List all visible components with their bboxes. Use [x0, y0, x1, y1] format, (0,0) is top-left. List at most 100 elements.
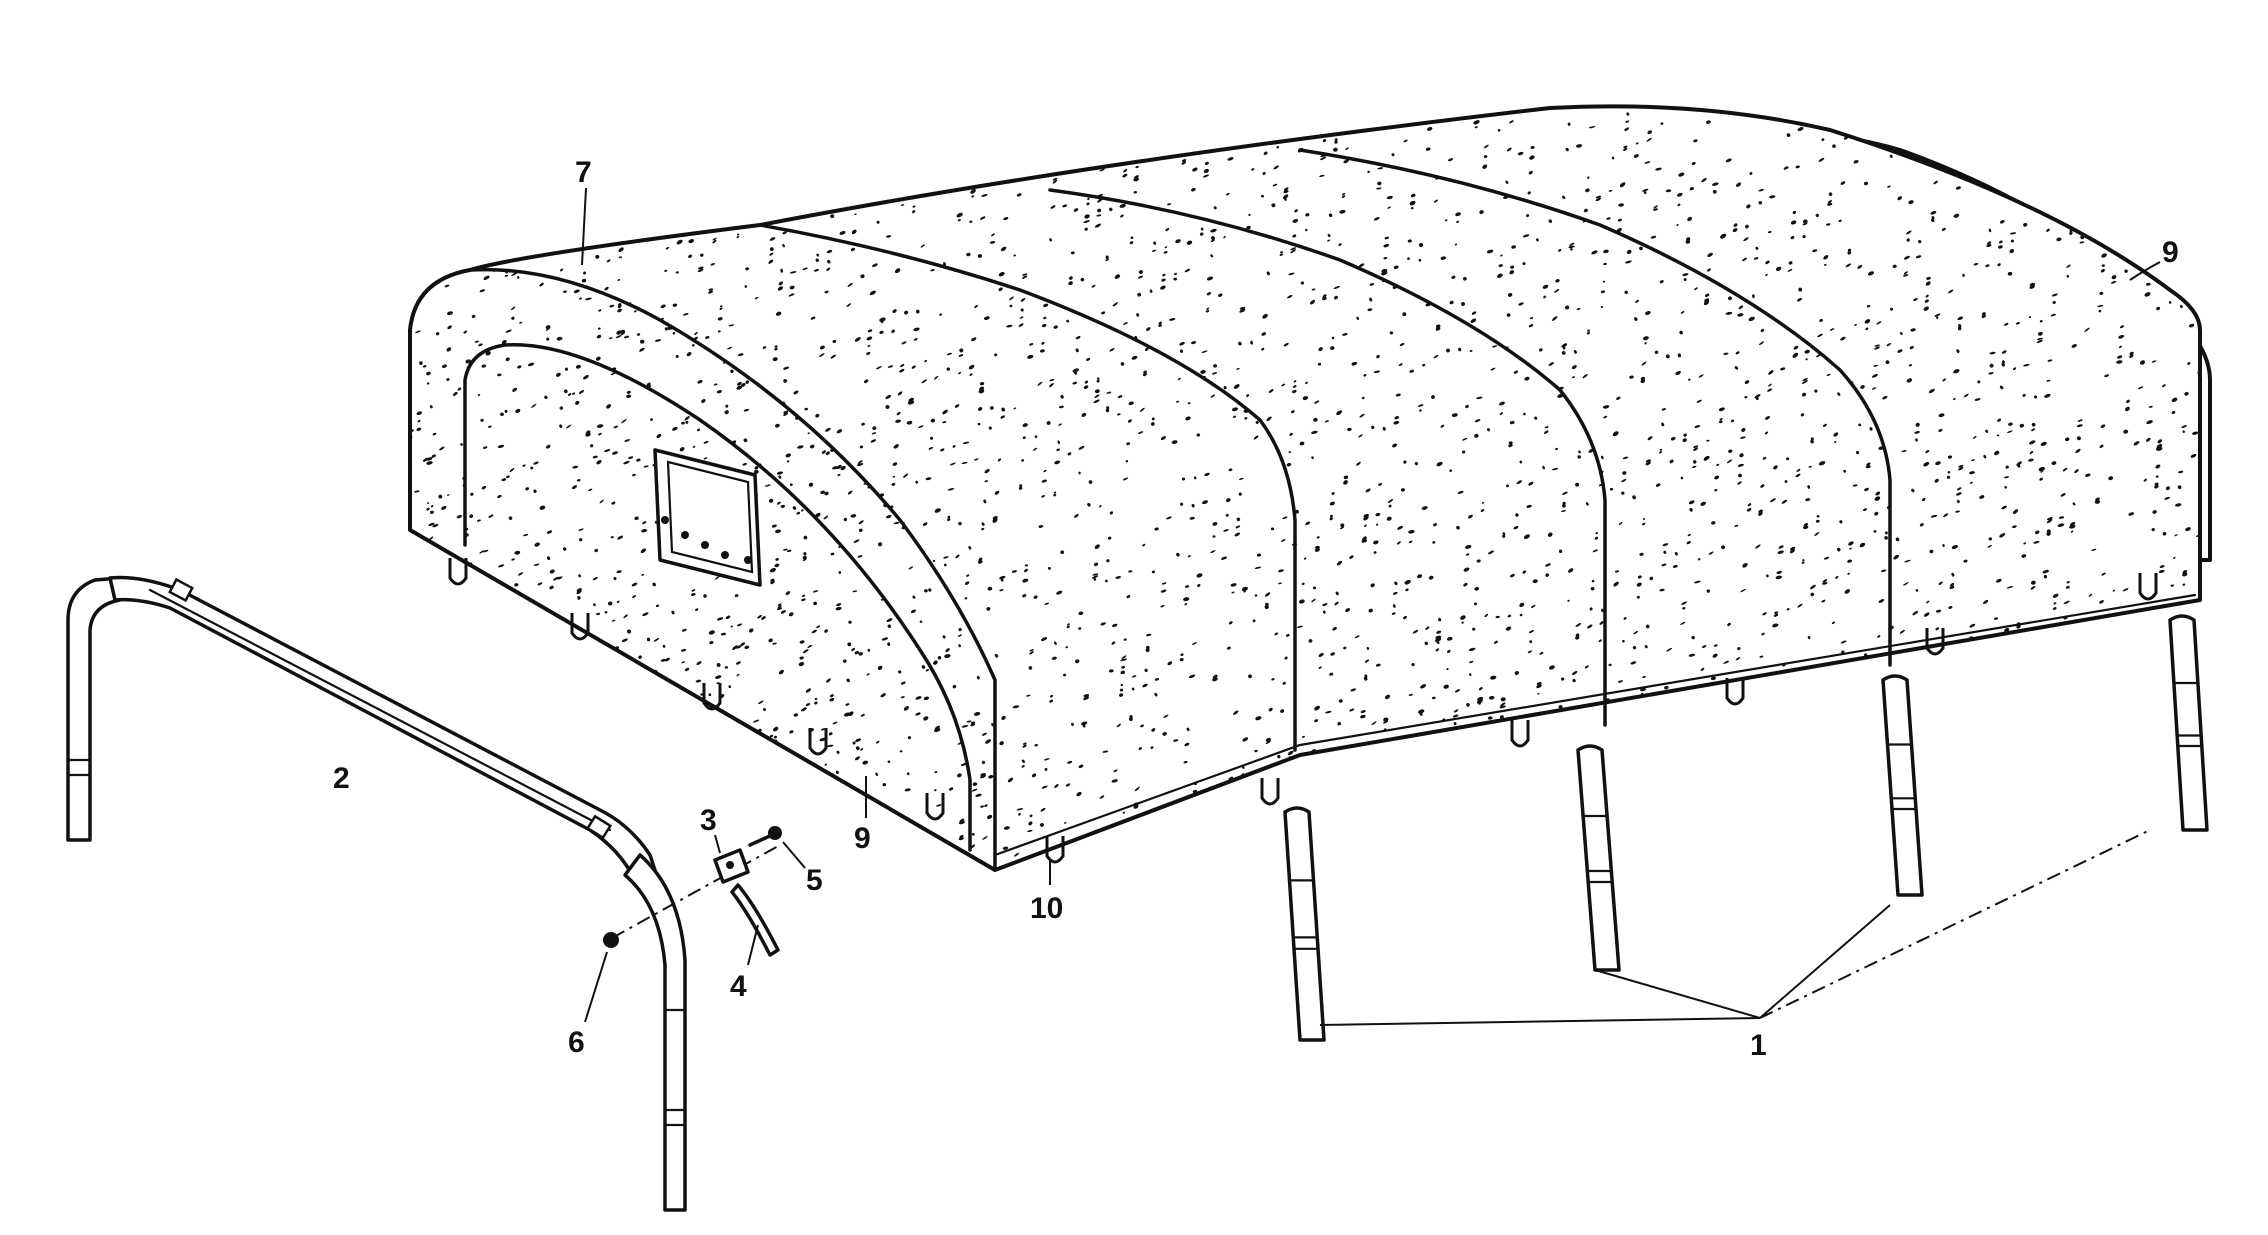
tarp-speckle: [740, 642, 746, 646]
tarp-speckle: [954, 863, 959, 868]
tarp-speckle: [589, 687, 594, 691]
tarp-speckle: [1044, 767, 1048, 771]
tarp-speckle: [1160, 285, 1166, 290]
tarp-speckle: [882, 783, 887, 787]
tarp-speckle: [475, 713, 479, 716]
tarp-speckle: [1784, 480, 1788, 483]
tarp-speckle: [867, 329, 873, 333]
tarp-speckle: [546, 764, 550, 767]
tarp-speckle: [830, 552, 835, 556]
tarp-speckle: [1580, 733, 1584, 737]
tarp-speckle: [694, 838, 700, 843]
tarp-speckle: [800, 151, 804, 156]
tarp-speckle: [1531, 737, 1539, 741]
tarp-speckle: [1587, 624, 1593, 629]
tarp-speckle: [2170, 584, 2174, 587]
tarp-speckle: [1682, 744, 1688, 748]
tarp-speckle: [2162, 211, 2168, 214]
tarp-speckle: [1948, 756, 1953, 760]
tarp-speckle: [1895, 537, 1900, 542]
tarp-speckle: [1875, 491, 1881, 496]
tarp-speckle: [1866, 304, 1871, 308]
tarp-speckle: [1013, 407, 1017, 410]
tarp-speckle: [818, 825, 825, 828]
tarp-speckle: [1503, 196, 1509, 199]
tarp-speckle: [1050, 694, 1053, 698]
tarp-speckle: [2064, 437, 2070, 442]
tarp-speckle: [2063, 600, 2070, 605]
tarp-speckle: [730, 625, 733, 628]
tarp-speckle: [1378, 482, 1382, 486]
tarp-speckle: [2204, 290, 2208, 293]
tarp-speckle: [660, 709, 664, 712]
tarp-speckle: [1582, 373, 1588, 379]
tarp-speckle: [754, 296, 759, 300]
tarp-speckle: [768, 638, 773, 643]
tarp-speckle: [962, 441, 970, 444]
tarp-speckle: [1433, 523, 1438, 527]
tarp-speckle: [1440, 256, 1447, 260]
tarp-speckle: [1946, 475, 1951, 479]
tarp-speckle: [904, 310, 909, 315]
tarp-speckle: [1280, 539, 1286, 542]
tarp-speckle: [1225, 192, 1230, 196]
tarp-speckle: [1028, 821, 1033, 826]
tarp-speckle: [1317, 362, 1322, 366]
tarp-speckle: [1040, 637, 1048, 642]
tarp-speckle: [815, 413, 820, 418]
tarp-speckle: [1955, 186, 1961, 190]
tarp-speckle: [1893, 554, 1900, 560]
tarp-speckle: [1080, 277, 1085, 282]
tarp-speckle: [1119, 846, 1124, 850]
tarp-speckle: [2101, 253, 2107, 258]
tarp-speckle: [1561, 677, 1565, 681]
tarp-speckle: [1074, 659, 1080, 664]
tarp-speckle: [1807, 485, 1811, 489]
tarp-speckle: [1802, 559, 1805, 562]
tarp-speckle: [867, 648, 871, 652]
tarp-speckle: [2154, 482, 2159, 486]
tarp-speckle: [454, 603, 459, 607]
tarp-speckle: [1347, 427, 1352, 432]
tarp-speckle: [690, 593, 696, 596]
tarp-speckle: [1568, 568, 1574, 573]
tarp-speckle: [2108, 168, 2113, 172]
tarp-speckle: [860, 748, 864, 751]
stanchion: [2168, 614, 2209, 832]
tarp-speckle: [501, 340, 507, 344]
tarp-speckle: [1704, 298, 1710, 303]
tarp-speckle: [1150, 422, 1155, 426]
tarp-speckle: [1210, 550, 1216, 554]
tarp-speckle: [1334, 295, 1338, 300]
tarp-speckle: [1161, 582, 1167, 585]
tarp-speckle: [2012, 509, 2019, 514]
tarp-speckle: [424, 674, 430, 680]
tarp-speckle: [1463, 276, 1467, 281]
tarp-speckle: [1083, 385, 1089, 390]
tarp-speckle: [2087, 123, 2094, 129]
tarp-speckle: [1642, 823, 1647, 827]
tarp-speckle: [1282, 194, 1289, 200]
tarp-speckle: [2037, 642, 2044, 647]
tarp-speckle: [2076, 436, 2081, 441]
tarp-speckle: [1432, 541, 1436, 544]
tarp-speckle: [2057, 523, 2065, 527]
tarp-speckle: [672, 332, 676, 335]
tarp-speckle: [637, 768, 644, 773]
tarp-speckle: [1674, 862, 1679, 867]
tarp-speckle: [1252, 134, 1259, 139]
tarp-speckle: [1087, 503, 1091, 507]
tarp-speckle: [937, 157, 944, 162]
tarp-speckle: [754, 768, 758, 771]
tarp-speckle: [1737, 647, 1741, 651]
tarp-speckle: [523, 533, 529, 537]
tarp-speckle: [1871, 99, 1874, 102]
tarp-speckle: [833, 182, 836, 185]
tarp-speckle: [974, 458, 979, 461]
tarp-speckle: [2185, 832, 2192, 838]
tarp-speckle: [937, 656, 942, 660]
tarp-speckle: [1513, 526, 1519, 530]
tarp-speckle: [1292, 389, 1297, 394]
tarp-speckle: [2137, 878, 2141, 882]
tarp-speckle: [598, 432, 602, 436]
